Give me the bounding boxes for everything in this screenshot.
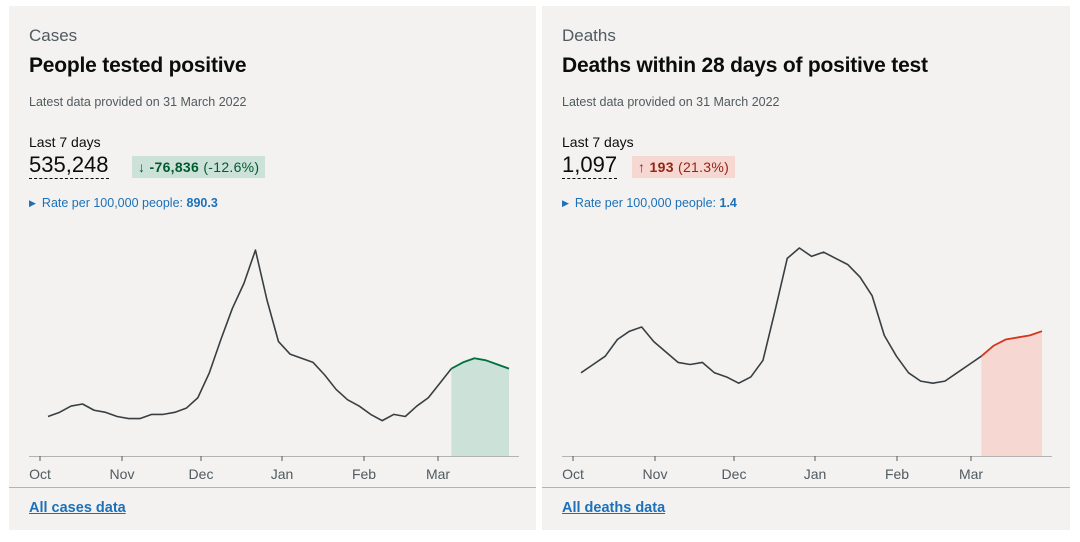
- rate-label: Rate per 100,000 people:: [574, 196, 717, 210]
- x-tick-label: Nov: [643, 466, 668, 482]
- all-cases-data-link[interactable]: All cases data: [29, 500, 126, 516]
- all-deaths-data-link[interactable]: All deaths data: [562, 500, 666, 516]
- change-badge: ↓ -76,836 (-12.6%): [132, 156, 266, 178]
- rate-value: 890.3: [186, 196, 218, 210]
- rate-label: Rate per 100,000 people:: [41, 196, 184, 210]
- highlight-line: [980, 330, 1043, 357]
- divider: [542, 487, 1070, 488]
- period-label: Last 7 days: [562, 134, 634, 150]
- headline-value[interactable]: 535,248: [29, 152, 109, 179]
- change-percent: (-12.6%): [203, 159, 260, 175]
- card-caption: Deaths: [562, 26, 616, 45]
- series-line: [580, 247, 982, 384]
- triangle-right-icon: ▶: [562, 198, 569, 208]
- x-tick-label: Oct: [29, 466, 51, 482]
- period-label: Last 7 days: [29, 134, 101, 150]
- card-caption: Cases: [29, 26, 78, 45]
- arrow-down-icon: ↓: [138, 159, 146, 175]
- triangle-right-icon: ▶: [29, 198, 36, 208]
- cases-line-chart: Oct Nov Dec Jan Feb Mar: [29, 249, 519, 482]
- x-tick-label: Nov: [110, 466, 135, 482]
- card-title: Deaths within 28 days of positive test: [562, 54, 928, 77]
- x-tick-label: Mar: [426, 466, 450, 482]
- headline-value[interactable]: 1,097: [562, 152, 618, 179]
- series-line: [47, 249, 453, 422]
- rate-disclosure[interactable]: ▶ Rate per 100,000 people: 1.4: [562, 196, 737, 210]
- rate-disclosure[interactable]: ▶ Rate per 100,000 people: 890.3: [29, 196, 218, 210]
- card-title: People tested positive: [29, 54, 247, 77]
- highlight-line: [450, 357, 510, 370]
- x-tick-label: Jan: [804, 466, 827, 482]
- divider: [9, 487, 536, 488]
- x-tick-label: Mar: [959, 466, 983, 482]
- x-tick-label: Feb: [352, 466, 376, 482]
- x-tick-label: Feb: [885, 466, 909, 482]
- change-value: 193: [649, 159, 674, 175]
- x-tick-label: Jan: [271, 466, 294, 482]
- latest-data-note: Latest data provided on 31 March 2022: [29, 95, 247, 109]
- change-percent: (21.3%): [677, 159, 730, 175]
- x-tick-label: Dec: [722, 466, 747, 482]
- x-tick-label: Dec: [189, 466, 214, 482]
- x-tick-label: Oct: [562, 466, 584, 482]
- arrow-up-icon: ↑: [638, 159, 646, 175]
- change-badge: ↑ 193 (21.3%): [632, 156, 736, 178]
- deaths-line-chart: Oct Nov Dec Jan Feb Mar: [562, 247, 1052, 482]
- highlight-area: [981, 331, 1042, 456]
- rate-value: 1.4: [719, 196, 737, 210]
- change-value: -76,836: [149, 159, 200, 175]
- highlight-area: [451, 358, 509, 456]
- cases-card: Cases People tested positive Latest data…: [9, 6, 536, 530]
- latest-data-note: Latest data provided on 31 March 2022: [562, 95, 780, 109]
- deaths-card: Deaths Deaths within 28 days of positive…: [542, 6, 1070, 530]
